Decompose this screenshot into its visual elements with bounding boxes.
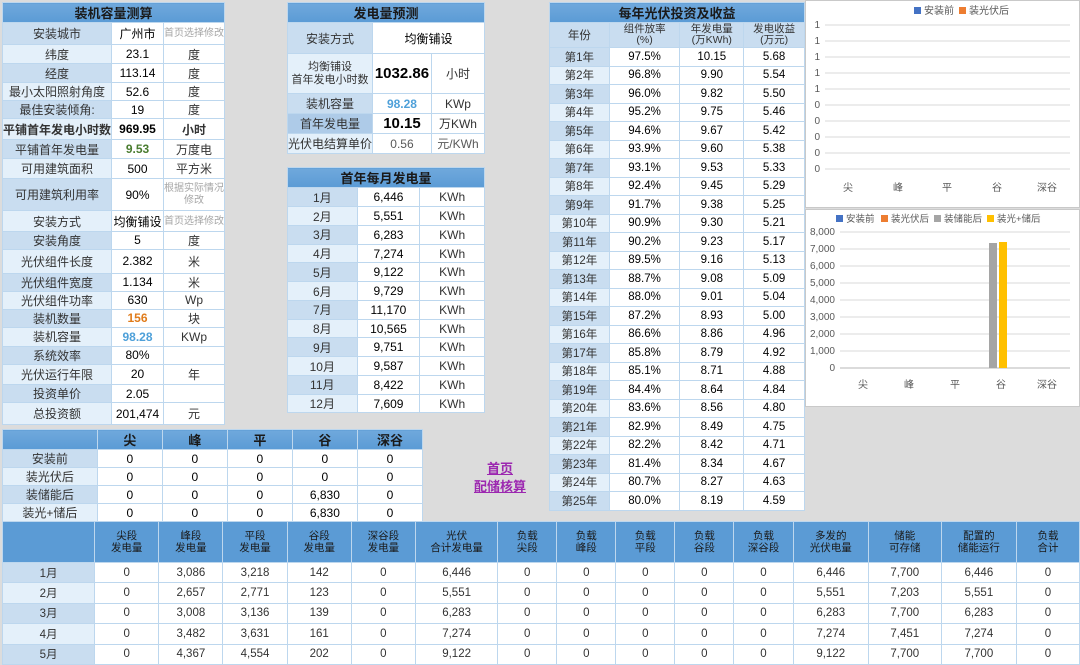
svg-text:1,000: 1,000 (810, 346, 835, 357)
svg-text:谷: 谷 (992, 182, 1002, 194)
svg-text:3,000: 3,000 (810, 312, 835, 323)
svg-text:0: 0 (829, 363, 835, 374)
svg-text:装光伏后: 装光伏后 (969, 4, 1009, 17)
svg-text:7,000: 7,000 (810, 244, 835, 255)
svg-text:谷: 谷 (996, 379, 1006, 391)
svg-text:平: 平 (942, 183, 952, 194)
svg-text:尖: 尖 (858, 378, 868, 391)
svg-text:深谷: 深谷 (1037, 379, 1057, 391)
svg-text:峰: 峰 (893, 182, 903, 194)
svg-text:装储能后: 装储能后 (944, 213, 983, 225)
svg-text:0: 0 (814, 116, 820, 127)
svg-text:安装前: 安装前 (924, 4, 954, 17)
svg-text:尖: 尖 (843, 181, 853, 194)
svg-text:1: 1 (814, 36, 820, 47)
svg-text:5,000: 5,000 (810, 278, 835, 289)
svg-text:1: 1 (814, 68, 820, 79)
svg-text:4,000: 4,000 (810, 295, 835, 306)
svg-text:6,000: 6,000 (810, 261, 835, 272)
svg-text:装光伏后: 装光伏后 (891, 213, 930, 225)
svg-text:深谷: 深谷 (1037, 182, 1057, 194)
svg-text:0: 0 (814, 132, 820, 143)
svg-text:峰: 峰 (904, 379, 914, 391)
svg-text:装光+储后: 装光+储后 (997, 213, 1041, 225)
svg-text:1: 1 (814, 20, 820, 31)
svg-text:平: 平 (950, 380, 960, 391)
svg-text:2,000: 2,000 (810, 329, 835, 340)
svg-text:1: 1 (814, 84, 820, 95)
svg-text:0: 0 (814, 100, 820, 111)
svg-text:0: 0 (814, 148, 820, 159)
svg-text:1: 1 (814, 52, 820, 63)
svg-text:安装前: 安装前 (846, 213, 875, 225)
svg-text:8,000: 8,000 (810, 227, 835, 238)
svg-text:0: 0 (814, 164, 820, 175)
